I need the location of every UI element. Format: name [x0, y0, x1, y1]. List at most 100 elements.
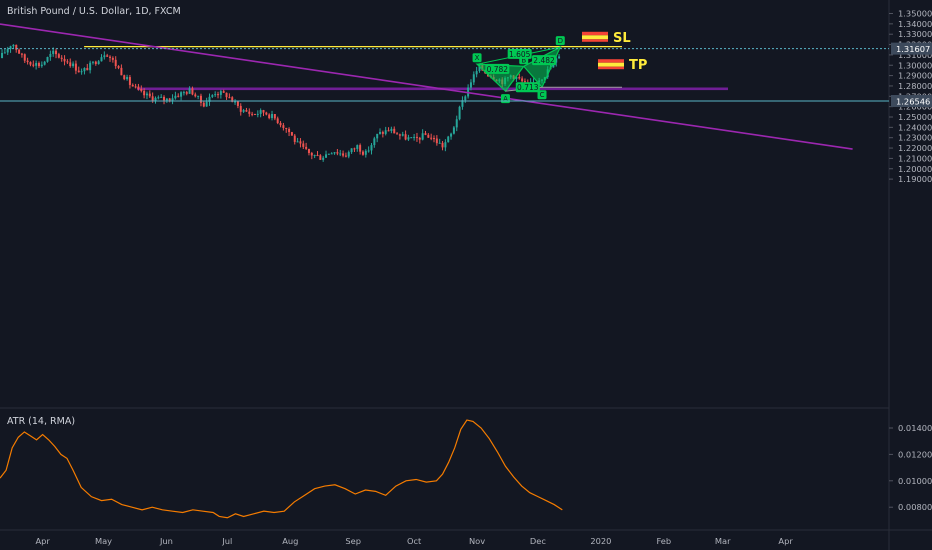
candle-body [40, 64, 43, 67]
candle-body [43, 61, 46, 65]
candle-body [361, 151, 364, 155]
candle-body [393, 128, 396, 134]
candle-body [384, 130, 387, 134]
candle-body [174, 95, 177, 99]
candle-body [276, 118, 279, 124]
time-tick-label: Dec [530, 536, 546, 546]
candle-body [387, 130, 390, 132]
atr-tick-label: 0.01400 [898, 423, 932, 433]
price-tick-label: 1.21000 [898, 153, 932, 163]
candle-body [376, 133, 379, 139]
price-tick-label: 1.28000 [898, 81, 932, 91]
candle-body [469, 82, 472, 88]
candle-body [217, 94, 220, 96]
candle-body [197, 95, 200, 97]
candle-body [370, 145, 373, 151]
candle-body [63, 58, 66, 62]
candle-body [296, 141, 299, 143]
trendline [0, 23, 853, 150]
candle-body [305, 146, 308, 149]
candle-body [427, 134, 430, 138]
candle-body [322, 157, 325, 160]
price-label-box [891, 94, 932, 107]
candle-body [117, 66, 120, 68]
candle-body [282, 125, 285, 128]
candle-body [168, 98, 171, 101]
candle-body [94, 61, 97, 64]
candle-body [123, 75, 126, 80]
candle-body [441, 142, 444, 148]
candle-body [452, 127, 455, 134]
candle-body [231, 97, 234, 102]
time-tick-label: 2020 [590, 536, 611, 546]
candle-body [160, 96, 163, 98]
pattern-point-a: A [503, 95, 508, 103]
candle-body [165, 98, 168, 101]
candle-body [100, 57, 103, 62]
candle-body [191, 88, 194, 95]
candle-body [1, 53, 4, 59]
candle-body [339, 153, 342, 155]
candle-body [464, 96, 467, 101]
candle-body [143, 90, 146, 96]
candle-body [285, 127, 288, 129]
candle-body [32, 64, 35, 66]
ratio-label: 0.713 [517, 83, 539, 92]
price-tick-label: 1.31000 [898, 50, 932, 60]
ratio-label-box [507, 48, 532, 59]
price-tick-label: 1.22000 [898, 143, 932, 153]
candle-body [234, 101, 237, 103]
time-tick-label: Nov [469, 536, 485, 546]
candle-body [225, 92, 228, 98]
time-tick-label: Mar [715, 536, 731, 546]
candle-body [251, 113, 254, 115]
candle-body [458, 106, 461, 120]
candle-body [245, 110, 248, 112]
candle-body [265, 112, 268, 115]
sl-label: SL [613, 31, 631, 46]
candle-body [134, 86, 137, 88]
candle-body [185, 92, 188, 94]
candle-body [49, 53, 52, 58]
candle-body [69, 62, 72, 67]
candle-body [299, 141, 302, 144]
ratio-label: 2.482 [533, 56, 555, 65]
candle-body [415, 136, 418, 138]
candle-body [433, 138, 436, 140]
tp-label: TP [629, 58, 647, 73]
atr-tick-label: 0.01000 [898, 476, 932, 486]
candle-body [86, 68, 89, 71]
candle-body [157, 97, 160, 99]
price-label: 1.31607 [896, 44, 930, 54]
candle-body [72, 63, 75, 67]
time-tick-label: Aug [282, 536, 298, 546]
candle-body [438, 142, 441, 144]
time-tick-label: Apr [778, 536, 793, 546]
candle-body [77, 70, 80, 73]
candle-body [74, 63, 77, 71]
candle-body [37, 63, 40, 67]
candle-body [302, 143, 305, 147]
candle-body [120, 67, 123, 76]
price-tick-label: 1.29000 [898, 71, 932, 81]
candle-body [194, 94, 197, 97]
candle-body [367, 150, 370, 152]
candle-body [97, 61, 100, 64]
candle-body [333, 152, 336, 154]
candle-body [555, 58, 558, 63]
candle-body [242, 110, 245, 112]
pattern-point-d: D [558, 37, 563, 45]
candle-body [259, 110, 262, 114]
candle-body [336, 152, 339, 154]
candle-body [404, 134, 407, 140]
candle-body [106, 55, 109, 57]
candle-body [444, 142, 447, 148]
price-tick-label: 1.20000 [898, 164, 932, 174]
candle-body [455, 119, 458, 128]
candle-body [180, 92, 183, 97]
tp-marker-bottom [598, 66, 624, 70]
price-tick-label: 1.24000 [898, 122, 932, 132]
candle-body [83, 68, 86, 72]
